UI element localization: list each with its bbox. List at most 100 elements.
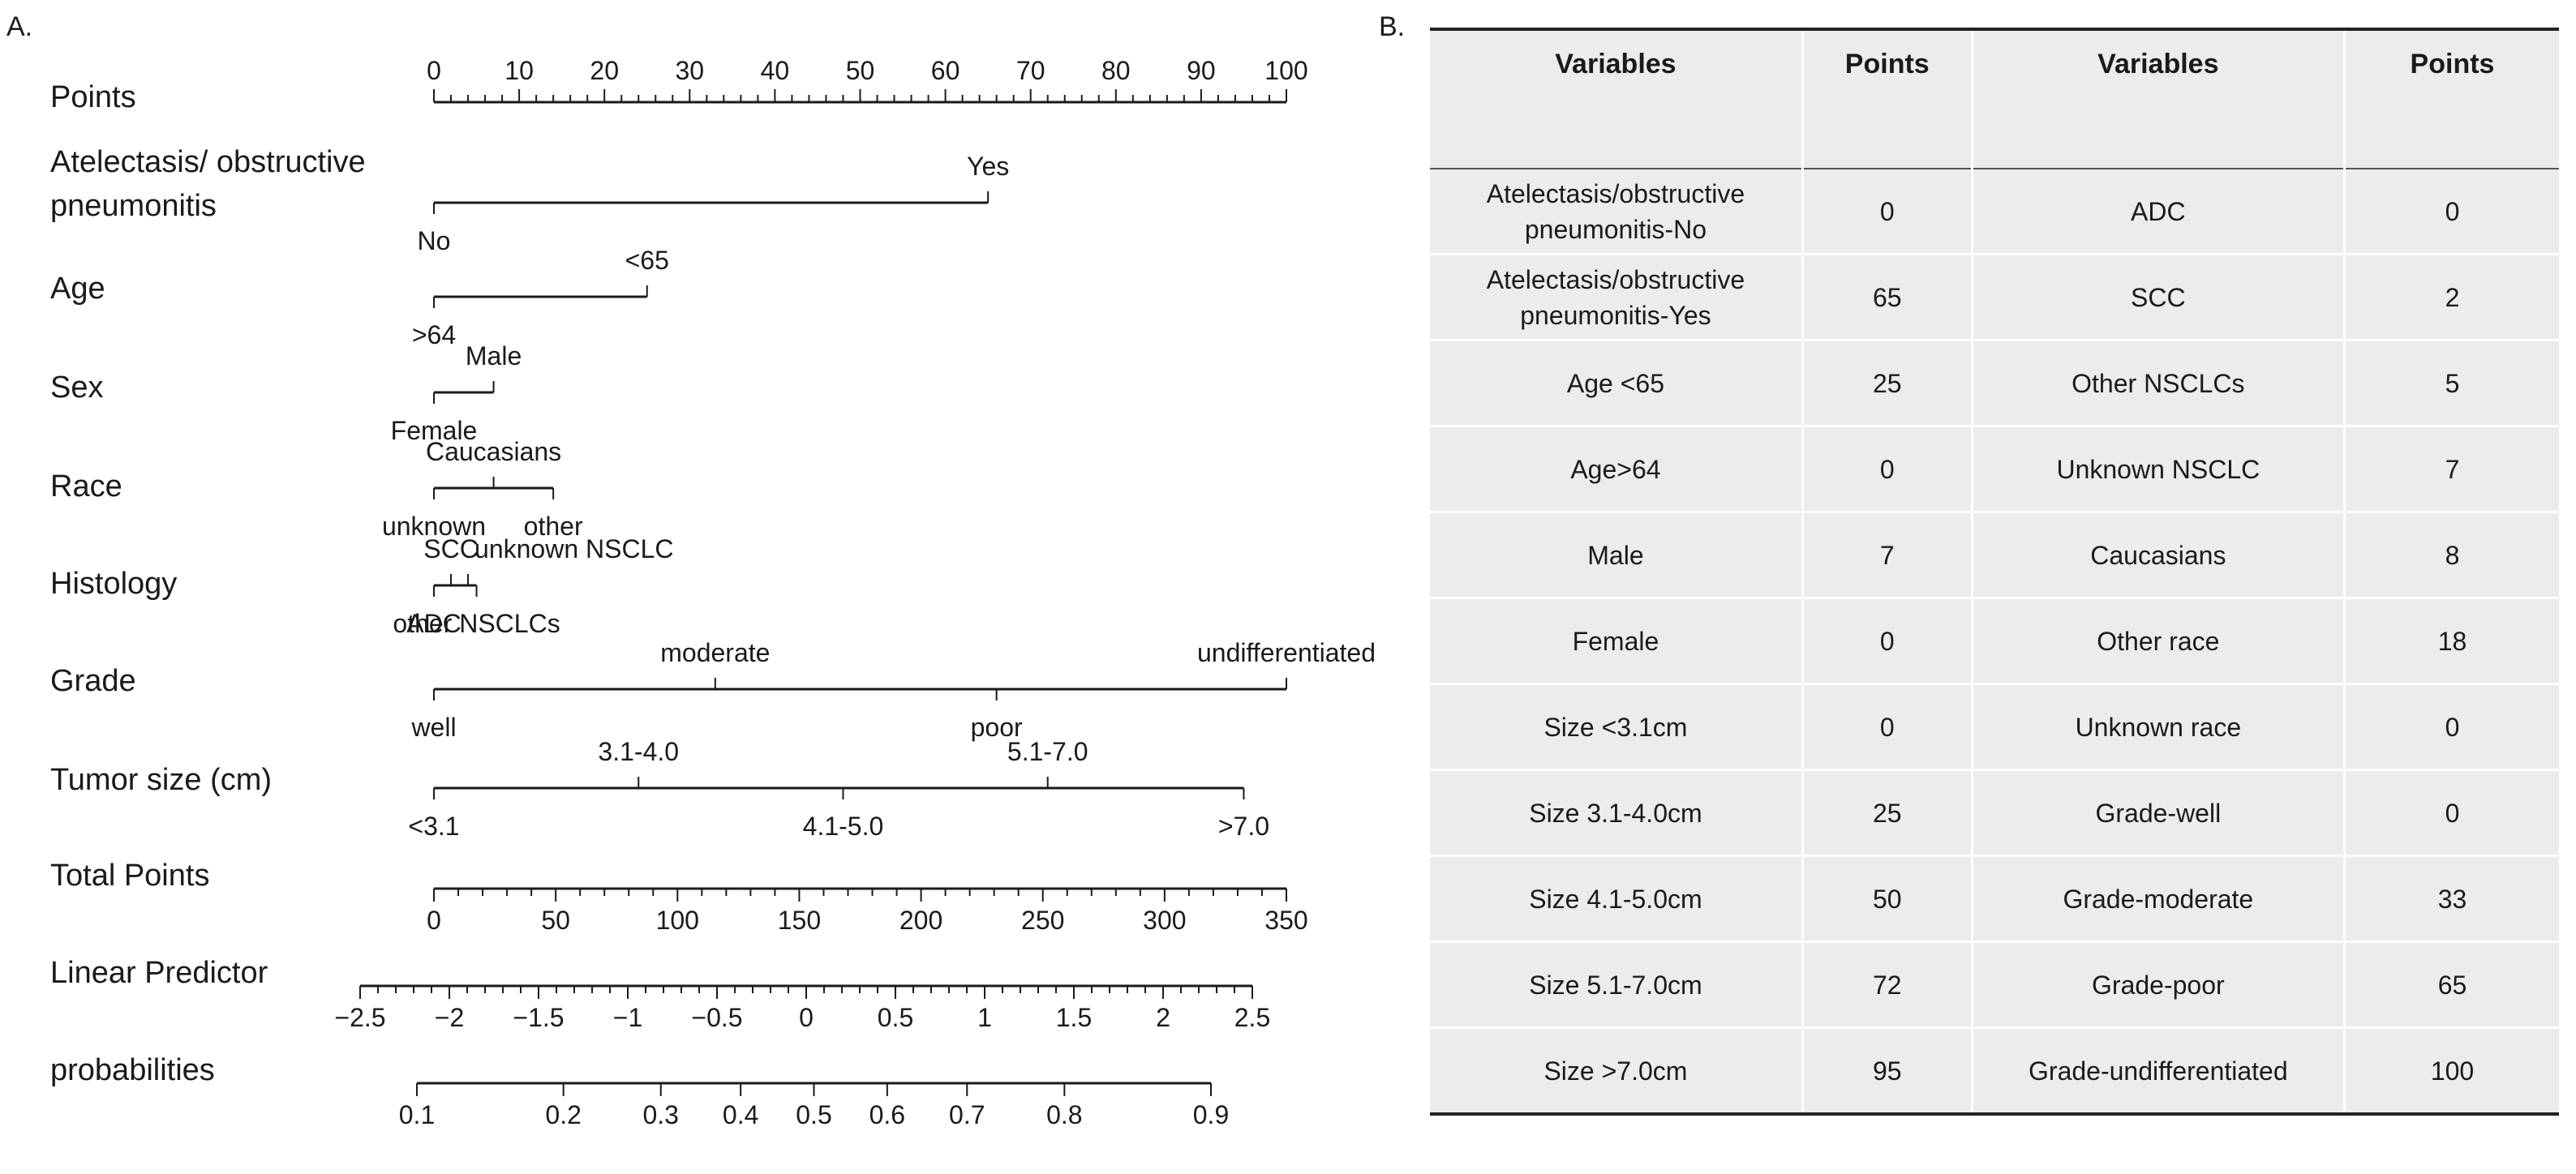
probabilities-tick-label: 0.8 bbox=[1046, 1100, 1082, 1129]
table-row: Size 4.1-5.0cm 50 Grade-moderate 33 bbox=[1430, 855, 2559, 942]
linear-predictor-tick-label: −2.5 bbox=[334, 1003, 385, 1032]
atelectasis-obstructive-pneumonitis-level-label: No bbox=[418, 226, 451, 255]
grade-scale-title: Grade bbox=[50, 664, 136, 698]
table-row: Atelectasis/obstructive pneumonitis-Yes 6… bbox=[1430, 253, 2559, 341]
age-level-label: <65 bbox=[625, 246, 669, 275]
table-cell: Grade-well bbox=[1970, 769, 2345, 856]
panel-label-b: B. bbox=[1379, 11, 1406, 42]
sex-level-label: Female bbox=[391, 416, 478, 445]
race-level-label: other bbox=[524, 512, 583, 541]
table-cell: Size >7.0cm bbox=[1430, 1026, 1803, 1114]
linear-predictor-tick-label: 2 bbox=[1156, 1003, 1170, 1032]
points-tick-label: 20 bbox=[590, 56, 619, 85]
tumor-size-cm-level-label: 3.1-4.0 bbox=[598, 737, 679, 766]
table-cell: Female bbox=[1430, 597, 1803, 684]
table-cell: ADC bbox=[1970, 169, 2345, 255]
points-tick-label: 10 bbox=[504, 56, 534, 85]
table-cell: Size <3.1cm bbox=[1430, 683, 1803, 770]
table-row: Size 3.1-4.0cm 25 Grade-well 0 bbox=[1430, 769, 2559, 856]
table-cell: 0 bbox=[2343, 769, 2559, 856]
histology-level-label: unknown NSCLC bbox=[474, 534, 673, 563]
linear-predictor-tick-label: −0.5 bbox=[691, 1003, 742, 1032]
table-cell: 8 bbox=[2343, 511, 2559, 598]
table-cell: Grade-undifferentiated bbox=[1970, 1026, 2345, 1114]
table-cell: 65 bbox=[2343, 940, 2559, 1028]
probabilities-tick-label: 0.7 bbox=[949, 1100, 985, 1129]
grade-level-label: well bbox=[410, 713, 456, 742]
table-cell: Unknown race bbox=[1970, 683, 2345, 770]
header-variables-2: Variables bbox=[1970, 29, 2345, 169]
table-cell: Other NSCLCs bbox=[1970, 339, 2345, 426]
tumor-size-cm-scale-title: Tumor size (cm) bbox=[50, 763, 272, 797]
tumor-size-cm-level-label: <3.1 bbox=[408, 812, 459, 841]
table-row: Atelectasis/obstructive pneumonitis-No 0 A… bbox=[1430, 169, 2559, 255]
table-row: Age <65 25 Other NSCLCs 5 bbox=[1430, 339, 2559, 426]
histology-level-label: ADC bbox=[406, 609, 462, 638]
points-tick-label: 60 bbox=[931, 56, 960, 85]
tumor-size-cm-level-label: 5.1-7.0 bbox=[1007, 737, 1088, 766]
histology-scale-title: Histology bbox=[50, 567, 177, 601]
atelectasis-obstructive-pneumonitis-scale-title: Atelectasis/ obstructive pneumonitis bbox=[50, 145, 366, 223]
points-tick-label: 70 bbox=[1016, 56, 1045, 85]
linear-predictor-scale-title: Linear Predictor bbox=[50, 956, 268, 990]
nomogram-chart: Points Atelectasis/ obstructive pneumoniti… bbox=[50, 56, 1376, 1129]
histology-level-label: SCC bbox=[423, 534, 479, 563]
total-points-tick-label: 300 bbox=[1143, 906, 1186, 935]
probabilities-tick-label: 0.6 bbox=[869, 1100, 905, 1129]
linear-predictor-tick-label: 0 bbox=[799, 1003, 814, 1032]
linear-predictor-tick-label: −1.5 bbox=[513, 1003, 564, 1032]
table-cell: 0 bbox=[1801, 425, 1973, 512]
table-cell: Grade-poor bbox=[1970, 940, 2345, 1028]
sex-level-label: Male bbox=[466, 341, 522, 371]
points-tick-label: 100 bbox=[1264, 56, 1307, 85]
table-cell: 25 bbox=[1801, 339, 1973, 426]
table-cell: Other race bbox=[1970, 597, 2345, 684]
points-tick-label: 90 bbox=[1187, 56, 1216, 85]
table-row: Male 7 Caucasians 8 bbox=[1430, 511, 2559, 598]
race-level-label: Caucasians bbox=[426, 437, 561, 466]
table-cell: 5 bbox=[2343, 339, 2559, 426]
points-tick-label: 50 bbox=[846, 56, 875, 85]
probabilities-tick-label: 0.5 bbox=[796, 1100, 831, 1129]
total-points-tick-label: 200 bbox=[899, 906, 942, 935]
table-cell: Atelectasis/obstructive pneumonitis-Yes bbox=[1430, 253, 1803, 341]
points-tick-label: 0 bbox=[427, 56, 441, 85]
probabilities-tick-label: 0.1 bbox=[399, 1100, 435, 1129]
table-cell: 33 bbox=[2343, 855, 2559, 942]
total-points-tick-label: 50 bbox=[541, 906, 570, 935]
linear-predictor-tick-label: 1 bbox=[977, 1003, 992, 1032]
table-cell: 0 bbox=[2343, 683, 2559, 770]
total-points-tick-label: 150 bbox=[778, 906, 821, 935]
tumor-size-cm-level-label: 4.1-5.0 bbox=[803, 812, 884, 841]
probabilities-tick-label: 0.4 bbox=[723, 1100, 758, 1129]
probabilities-tick-label: 0.3 bbox=[642, 1100, 678, 1129]
header-points-1: Points bbox=[1801, 29, 1973, 169]
table-row: Size >7.0cm 95 Grade-undifferentiated 100 bbox=[1430, 1026, 2559, 1114]
table-row: Size 5.1-7.0cm 72 Grade-poor 65 bbox=[1430, 940, 2559, 1028]
race-scale-title: Race bbox=[50, 469, 122, 503]
linear-predictor-tick-label: 2.5 bbox=[1234, 1003, 1270, 1032]
table-cell: 50 bbox=[1801, 855, 1973, 942]
linear-predictor-tick-label: −1 bbox=[613, 1003, 642, 1032]
total-points-scale-title: Total Points bbox=[50, 859, 209, 893]
points-tick-label: 30 bbox=[676, 56, 705, 85]
table-cell: 25 bbox=[1801, 769, 1973, 856]
table-cell: Age <65 bbox=[1430, 339, 1803, 426]
table-row: Age>64 0 Unknown NSCLC 7 bbox=[1430, 425, 2559, 512]
linear-predictor-tick-label: 0.5 bbox=[878, 1003, 913, 1032]
panel-label-a: A. bbox=[6, 11, 33, 42]
table-cell: 0 bbox=[1801, 169, 1973, 255]
table-cell: 100 bbox=[2343, 1026, 2559, 1114]
table-cell: 72 bbox=[1801, 940, 1973, 1028]
probabilities-scale-title: probabilities bbox=[50, 1053, 215, 1087]
linear-predictor-tick-label: −2 bbox=[435, 1003, 464, 1032]
probabilities-tick-label: 0.9 bbox=[1193, 1100, 1229, 1129]
atelectasis-obstructive-pneumonitis-level-label: Yes bbox=[967, 152, 1009, 181]
total-points-tick-label: 0 bbox=[427, 906, 441, 935]
table-cell: Age>64 bbox=[1430, 425, 1803, 512]
table-row: Size <3.1cm 0 Unknown race 0 bbox=[1430, 683, 2559, 770]
table-cell: 0 bbox=[1801, 597, 1973, 684]
table-cell: Unknown NSCLC bbox=[1970, 425, 2345, 512]
age-level-label: >64 bbox=[412, 320, 456, 349]
table-cell: 18 bbox=[2343, 597, 2559, 684]
